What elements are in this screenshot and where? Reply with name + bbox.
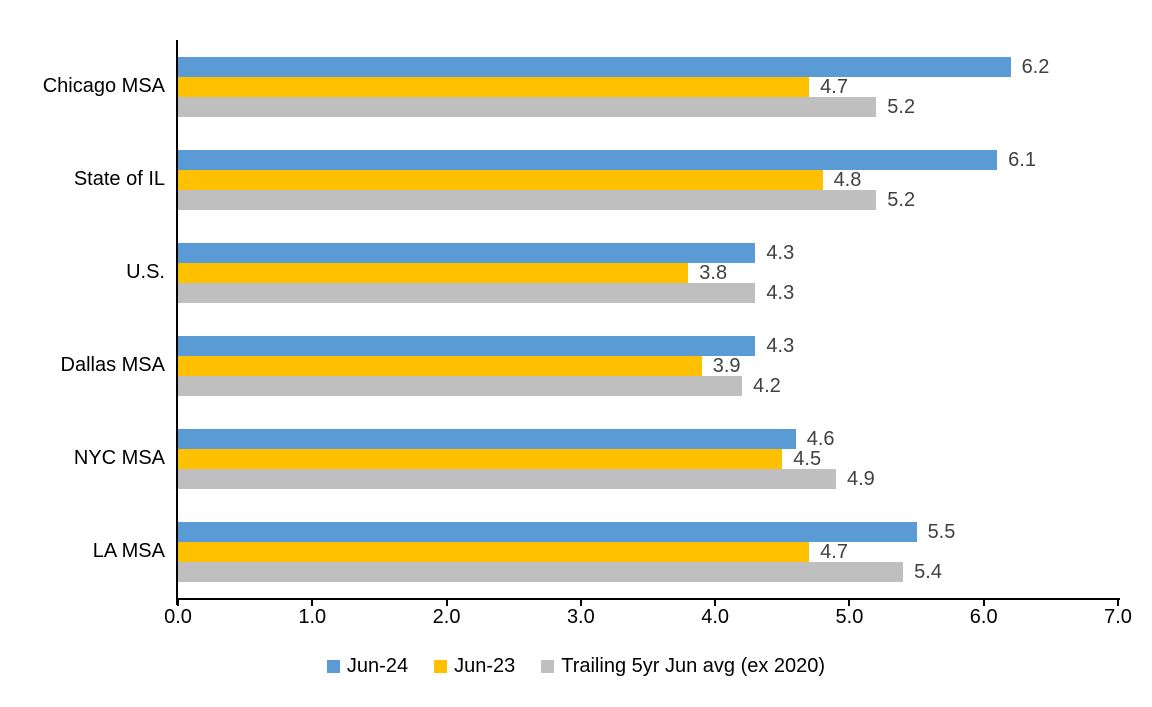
bar-value-label: 4.8 [833,168,862,191]
legend-item: Jun-23 [434,655,515,678]
legend-label: Jun-24 [346,654,409,677]
legend-label: Jun-23 [454,654,516,677]
x-tick-label: 4.0 [701,606,730,628]
bar-value-label: 3.9 [712,354,741,377]
category-label: NYC MSA [73,447,165,469]
bar-value-label: 4.3 [766,241,795,264]
legend-item: Trailing 5yr Jun avg (ex 2020) [541,655,825,678]
x-tick [1117,600,1119,606]
bar-value-label: 4.5 [793,447,822,470]
x-tick [445,600,448,606]
bar [178,96,877,117]
category-label: Dallas MSA [60,354,165,376]
bar [178,262,689,283]
bar [178,76,810,97]
bar [178,242,756,263]
bar-value-label: 4.7 [820,75,848,98]
bar-value-label: 4.7 [820,540,848,563]
bar-value-label: 4.3 [766,334,795,357]
category-label: Chicago MSA [42,75,165,97]
x-tick-label: 6.0 [969,606,998,628]
bar [178,561,904,582]
category-label: LA MSA [92,540,165,562]
bar-value-label: 4.3 [766,281,795,304]
bar-value-label: 4.6 [806,427,835,450]
category-label: State of IL [73,168,165,190]
legend-swatch-trailing-5yr-jun-avg-ex-2020- [541,659,555,673]
x-tick [579,600,582,606]
x-tick [848,600,851,606]
bar [178,149,998,170]
bar [178,189,877,210]
bar-value-label: 3.8 [699,261,728,284]
bar [178,541,810,562]
bar [178,468,836,489]
bar-value-label: 6.2 [1021,55,1050,78]
bar [178,56,1011,77]
legend: Jun-24 Jun-23 Trailing 5yr Jun avg (ex 202… [0,652,1152,680]
y-axis-line [176,40,178,605]
legend-item: Jun-24 [326,654,409,678]
bar-value-label: 5.5 [927,520,956,543]
legend-swatch-jun-24 [326,659,340,673]
x-tick-label: 3.0 [566,606,595,628]
x-axis-line [176,598,1120,600]
bar [178,169,823,190]
bar [178,375,742,396]
x-tick-label: 7.0 [1104,606,1132,628]
bar [178,335,756,356]
bar-value-label: 4.9 [847,467,875,490]
bar-value-label: 5.2 [887,95,916,118]
x-tick-label: 2.0 [432,606,461,628]
x-tick-label: 5.0 [835,606,864,628]
x-tick [311,600,314,606]
category-label: U.S. [126,261,165,283]
x-tick [982,600,985,606]
bar [178,355,702,376]
plot-area: 6.2 4.7 5.2 6.1 4.8 5.2 4.3 3.8 4.3 4.3 3.9 4.2 4.6 4… [178,40,1118,598]
x-tick [714,600,717,606]
bar-value-label: 4.2 [753,374,781,397]
x-tick [177,600,179,606]
bar [178,282,756,303]
x-tick-label: 1.0 [298,606,327,628]
bar-value-label: 6.1 [1008,148,1036,171]
bar-value-label: 5.4 [914,560,942,583]
bar [178,448,783,469]
legend-swatch-jun-23 [434,659,448,673]
bar-value-label: 5.2 [887,188,916,211]
bar [178,521,917,542]
bar [178,428,796,449]
legend-label: Trailing 5yr Jun avg (ex 2020) [561,654,826,677]
x-tick-label: 0.0 [164,606,192,628]
